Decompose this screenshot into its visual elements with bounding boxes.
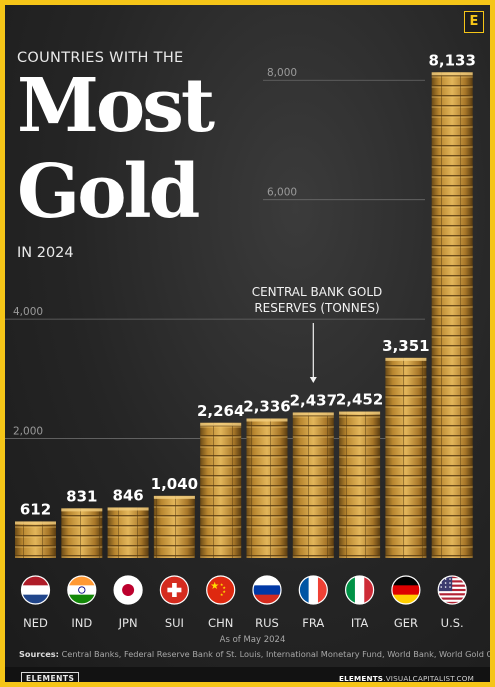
- brand-logo-left: ELEMENTS: [21, 672, 80, 682]
- flag-india-icon: [67, 575, 97, 605]
- pre-title: COUNTRIES WITH THE: [17, 50, 184, 66]
- bar-brick-columns: [107, 507, 149, 558]
- bar-top-highlight: [339, 411, 381, 415]
- bar-top-highlight: [107, 507, 149, 511]
- svg-text:★: ★: [220, 592, 224, 597]
- bar-ind: 831: [61, 487, 103, 558]
- bar-brick-columns: [153, 495, 195, 558]
- bar-brick-columns: [385, 357, 427, 558]
- date-note: As of May 2024: [219, 635, 286, 645]
- flag-netherlands-icon: [20, 575, 51, 605]
- bar-value-label: 2,264: [197, 402, 244, 420]
- bar-ger: 3,351: [382, 337, 430, 558]
- svg-text:★: ★: [222, 585, 226, 590]
- brand-url[interactable]: ELEMENTS.VISUALCAPITALIST.COM: [339, 674, 474, 683]
- brand-url-rest: .VISUALCAPITALIST.COM: [383, 674, 474, 683]
- bar-top-highlight: [200, 422, 242, 426]
- chart-annotation: CENTRAL BANK GOLD RESERVES (TONNES): [237, 284, 397, 316]
- brand-url-bold: ELEMENTS: [339, 674, 384, 683]
- category-label: SUI: [165, 616, 184, 630]
- bar-top-highlight: [153, 495, 195, 499]
- category-label: RUS: [255, 616, 279, 630]
- bar-value-label: 612: [20, 500, 51, 518]
- bar-rus: 2,336: [243, 397, 291, 558]
- main-title-line1: Most: [17, 63, 215, 149]
- annotation-line1: CENTRAL BANK GOLD: [251, 285, 383, 299]
- bar-brick-columns: [339, 411, 381, 558]
- svg-text:★: ★: [222, 589, 226, 594]
- bar-us: 8,133: [428, 51, 476, 558]
- bar-brick-columns: [431, 72, 473, 558]
- flag-usa-icon: [437, 575, 467, 605]
- category-label: GER: [394, 616, 418, 630]
- sub-title: IN 2024: [17, 245, 74, 261]
- footer-bar: [5, 667, 490, 682]
- flag-japan-icon: [113, 575, 143, 605]
- category-label: IND: [71, 616, 92, 630]
- category-label: U.S.: [441, 616, 464, 630]
- annotation-arrow-head: [309, 377, 317, 383]
- bar-top-highlight: [292, 412, 334, 416]
- sources-line: Sources: Central Banks, Federal Reserve …: [19, 649, 495, 659]
- bar-brick-columns: [200, 422, 242, 558]
- bar-jpn: 846: [107, 486, 149, 558]
- bar-top-highlight: [385, 357, 427, 361]
- category-label: JPN: [118, 616, 138, 630]
- sources-label: Sources:: [19, 649, 59, 659]
- elements-logo-icon: E: [464, 11, 484, 33]
- category-label: CHN: [208, 616, 233, 630]
- bar-top-highlight: [246, 418, 288, 422]
- category-label: NED: [23, 616, 48, 630]
- y-tick-label: 8,000: [267, 67, 297, 79]
- bar-brick-columns: [246, 418, 288, 558]
- bar-value-label: 831: [66, 487, 97, 505]
- bar-value-label: 3,351: [382, 337, 429, 355]
- svg-text:★: ★: [210, 581, 219, 592]
- bar-value-label: 2,437: [290, 391, 337, 409]
- bar-value-label: 1,040: [151, 475, 198, 493]
- flag-italy-icon: [345, 575, 375, 605]
- bar-top-highlight: [15, 521, 56, 525]
- flag-russia-icon: [252, 575, 282, 605]
- flag-france-icon: [298, 575, 328, 605]
- y-tick-label: 6,000: [267, 187, 297, 199]
- bar-brick-columns: [15, 521, 56, 558]
- bar-value-label: 2,336: [243, 397, 290, 415]
- bar-sui: 1,040: [151, 475, 198, 558]
- category-label: ITA: [351, 616, 369, 630]
- svg-text:★: ★: [220, 582, 224, 587]
- category-label: FRA: [302, 616, 324, 630]
- bar-brick-columns: [292, 412, 334, 558]
- main-title-line2: Gold: [17, 149, 200, 235]
- sources-text: Central Banks, Federal Reserve Bank of S…: [61, 649, 495, 659]
- bar-value-label: 8,133: [428, 51, 475, 69]
- bar-fra: 2,437: [290, 391, 337, 558]
- bar-value-label: 2,452: [336, 391, 383, 409]
- bar-value-label: 846: [112, 486, 143, 504]
- flag-china-icon: ★ ★★★★: [206, 575, 236, 605]
- y-tick-label: 2,000: [13, 426, 43, 438]
- bar-ned: 612: [15, 500, 56, 558]
- flag-switzerland-icon: [159, 575, 189, 605]
- bar-top-highlight: [61, 508, 103, 512]
- bar-ita: 2,452: [336, 391, 383, 558]
- bar-top-highlight: [431, 72, 473, 76]
- bar-chn: 2,264: [197, 402, 244, 558]
- flag-germany-icon: [391, 575, 421, 605]
- bar-chart: 2,000 4,000 6,000 8,000 612 831 846 1,040 2,264…: [5, 51, 476, 630]
- y-tick-label: 4,000: [13, 306, 43, 318]
- bar-brick-columns: [61, 508, 103, 558]
- annotation-line2: RESERVES (TONNES): [254, 301, 380, 315]
